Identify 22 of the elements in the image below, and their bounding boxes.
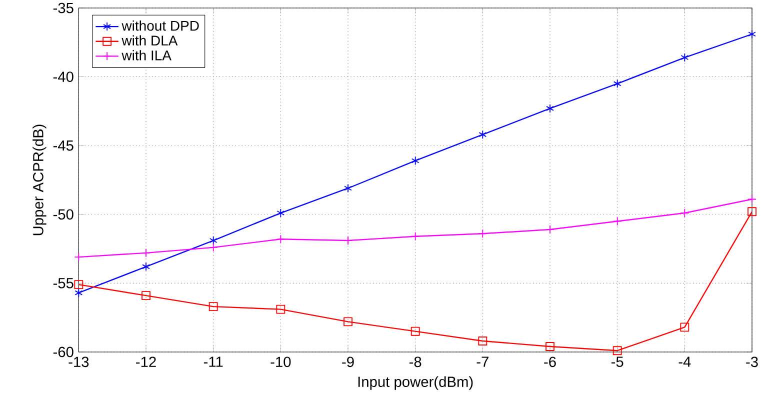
y-tick-label: -40 [53, 72, 74, 82]
legend-label: without DPD [122, 20, 199, 31]
x-tick-label: -5 [611, 356, 624, 367]
x-axis-title: Input power(dBm) [358, 376, 473, 390]
x-tick-label: -9 [342, 356, 354, 368]
x-tick-label: -12 [136, 356, 156, 367]
y-axis-title: Upper ACPR(dB) [32, 124, 46, 236]
x-tick-label: -7 [476, 356, 488, 367]
y-tick-label: -60 [53, 346, 74, 358]
x-tick-label: -6 [544, 356, 556, 368]
y-tick-label: -35 [53, 2, 74, 14]
x-tick-label: -4 [678, 356, 691, 367]
x-tick-label: -8 [409, 356, 422, 368]
y-tick-label: -50 [53, 209, 74, 220]
legend-label: with DLA [122, 35, 178, 46]
x-tick-label: -11 [204, 356, 223, 367]
x-tick-label: -3 [746, 356, 758, 368]
y-tick-label: -45 [53, 140, 74, 151]
x-tick-label: -13 [68, 356, 89, 368]
y-tick-label: -55 [53, 278, 74, 288]
legend-label: with ILA [122, 50, 172, 60]
x-tick-label: -10 [270, 356, 291, 368]
